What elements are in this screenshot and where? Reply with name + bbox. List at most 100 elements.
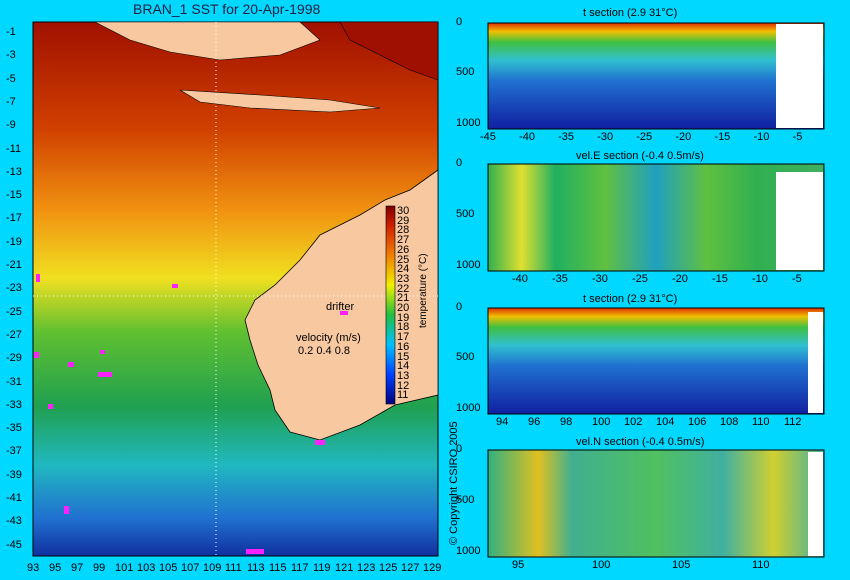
lon-tick-label: 111 xyxy=(225,562,242,574)
colorbar-tick-label: 14 xyxy=(397,360,410,373)
panel-2-xtick: -25 xyxy=(632,273,648,285)
section-panel-1 xyxy=(487,22,825,130)
panel-3-xtick: 98 xyxy=(560,416,573,428)
colorbar-tick-label: 19 xyxy=(397,311,410,324)
panel-4-ytick: 500 xyxy=(456,493,475,506)
panel-2-xtick: -10 xyxy=(752,273,768,285)
lon-tick-label: 99 xyxy=(93,562,106,574)
lat-tick-label: -17 xyxy=(6,212,22,225)
lon-tick-label: 101 xyxy=(115,562,134,574)
lon-tick-label: 121 xyxy=(335,562,354,574)
lat-tick-label: -5 xyxy=(6,72,16,85)
map-title: BRAN_1 SST for 20-Apr-1998 xyxy=(133,1,321,17)
lon-tick-label: 97 xyxy=(71,562,84,574)
panel-3-xtick: 106 xyxy=(688,416,707,428)
lat-tick-label: -31 xyxy=(6,375,22,388)
colorbar-tick-label: 28 xyxy=(397,224,410,237)
velocity-label: velocity (m/s) xyxy=(296,332,361,344)
colorbar-tick-label: 24 xyxy=(397,263,410,276)
panel-1-xtick: -45 xyxy=(480,131,496,143)
panel-1-xtick: -40 xyxy=(519,131,535,143)
panel-3-ytick: 1000 xyxy=(456,401,481,414)
lon-tick-label: 115 xyxy=(269,562,287,574)
panel-2-xtick: -5 xyxy=(792,273,802,285)
lat-tick-label: -3 xyxy=(6,49,16,62)
drifter-label: drifter xyxy=(326,301,355,313)
panel-1-xtick: -30 xyxy=(597,131,614,143)
panel-4-xtick: 105 xyxy=(672,559,691,571)
panel-3-xtick: 110 xyxy=(752,416,770,428)
lon-tick-label: 93 xyxy=(27,562,40,574)
lon-tick-label: 95 xyxy=(49,562,62,574)
panel-1-title: t section (2.9 31°C) xyxy=(583,7,678,19)
lat-tick-label: -33 xyxy=(6,398,22,411)
colorbar-tick-label: 13 xyxy=(397,369,410,382)
drifter-tracks xyxy=(34,274,348,554)
panel-3-xtick: 94 xyxy=(496,416,509,428)
colorbar-tick-label: 21 xyxy=(397,292,410,305)
panel-1-xtick: -10 xyxy=(753,131,770,143)
lon-tick-label: 113 xyxy=(247,562,265,574)
colorbar-tick-label: 15 xyxy=(397,350,410,363)
lat-tick-label: -11 xyxy=(6,142,22,155)
colorbar-tick-label: 20 xyxy=(397,302,410,314)
panel-3-ytick: 0 xyxy=(456,301,463,313)
panel-3-ytick: 500 xyxy=(456,351,475,364)
panel-4-ytick: 0 xyxy=(456,443,463,455)
lon-tick-label: 125 xyxy=(379,562,398,574)
panel-3-xtick: 100 xyxy=(592,416,611,428)
lat-tick-label: -29 xyxy=(6,352,22,365)
lon-tick-label: 127 xyxy=(401,562,420,574)
lon-tick-label: 119 xyxy=(313,562,331,574)
lon-tick-label: 107 xyxy=(181,562,200,574)
lat-tick-label: -7 xyxy=(6,95,16,108)
lat-tick-label: -41 xyxy=(6,492,22,504)
panel-2-title: vel.E section (-0.4 0.5m/s) xyxy=(576,150,704,162)
lat-tick-label: -27 xyxy=(6,328,22,341)
panel-4-title: vel.N section (-0.4 0.5m/s) xyxy=(576,436,705,448)
colorbar-label: temperature (°C) xyxy=(418,253,429,328)
section-panel-3 xyxy=(487,307,825,415)
panel-3-xtick: 102 xyxy=(624,416,643,428)
copyright-text: © Copyright CSIRO 2005 xyxy=(448,421,460,545)
lon-tick-label: 105 xyxy=(159,562,178,574)
lat-tick-label: -13 xyxy=(6,165,22,178)
lat-tick-label: -43 xyxy=(6,515,22,528)
lat-tick-label: -45 xyxy=(6,538,22,551)
section-panel-4 xyxy=(487,449,825,558)
land-indonesia xyxy=(94,21,321,61)
panel-1-xtick: -35 xyxy=(558,131,575,143)
lat-tick-label: -35 xyxy=(6,422,22,435)
panel-3-xtick: 108 xyxy=(720,416,739,428)
panel-3-xtick: 96 xyxy=(528,416,541,428)
panel-2-xtick: -15 xyxy=(712,273,728,285)
panel-3-xtick: 112 xyxy=(784,416,802,428)
panel-2-xtick: -40 xyxy=(512,273,528,285)
lat-tick-label: -39 xyxy=(6,468,22,481)
colorbar-tick-label: 30 xyxy=(397,205,410,217)
colorbar-tick-label: 23 xyxy=(397,272,410,285)
panel-1-xtick: -5 xyxy=(792,131,803,143)
panel-1-ytick: 1000 xyxy=(456,116,481,129)
colorbar xyxy=(385,205,396,405)
panel-2-ytick: 0 xyxy=(456,157,463,169)
panel-2-xtick: -20 xyxy=(672,273,688,285)
lat-tick-label: -37 xyxy=(6,445,22,458)
panel-1-ytick: 0 xyxy=(456,16,463,28)
colorbar-tick-label: 27 xyxy=(397,234,410,247)
lat-tick-label: -1 xyxy=(6,26,16,38)
panel-4-xtick: 95 xyxy=(512,559,525,571)
lon-tick-label: 123 xyxy=(357,562,376,574)
panel-1-xtick: -25 xyxy=(636,131,653,143)
colorbar-tick-label: 26 xyxy=(397,243,410,256)
colorbar-tick-label: 17 xyxy=(397,331,410,344)
panel-3-xtick: 104 xyxy=(656,416,675,428)
panel-4-xtick: 110 xyxy=(752,559,770,571)
colorbar-tick-label: 16 xyxy=(397,340,410,353)
lat-tick-label: -23 xyxy=(6,282,22,295)
panel-2-xtick: -30 xyxy=(592,273,608,285)
panel-1-xtick: -20 xyxy=(675,131,692,143)
colorbar-tick-label: 12 xyxy=(397,379,410,392)
lat-tick-label: -19 xyxy=(6,235,22,248)
